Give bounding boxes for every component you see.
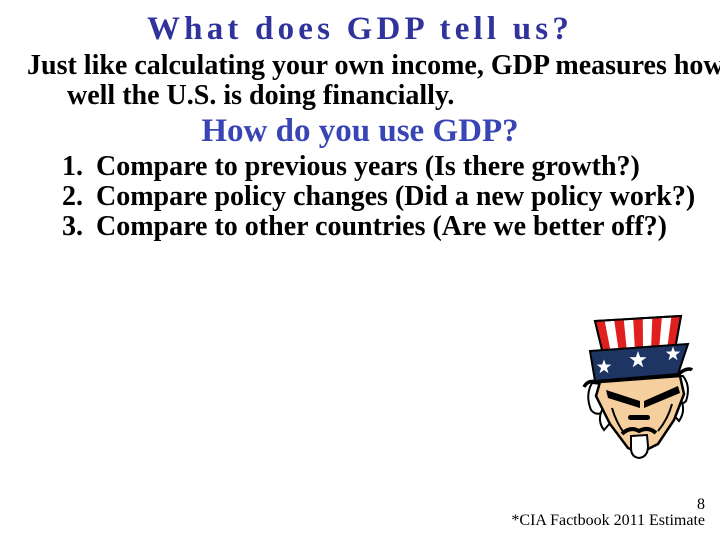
goatee bbox=[630, 433, 650, 460]
gdp-uses-list: 1. Compare to previous years (Is there g… bbox=[62, 152, 712, 242]
mouth-frown bbox=[620, 426, 658, 436]
face bbox=[594, 374, 686, 455]
list-item-text: Compare to previous years (Is there grow… bbox=[96, 151, 640, 182]
list-item: 3. Compare to other countries (Are we be… bbox=[62, 212, 712, 242]
list-item: 2. Compare policy changes (Did a new pol… bbox=[62, 182, 712, 212]
hat-stripes bbox=[595, 316, 681, 354]
nose bbox=[628, 415, 650, 420]
left-eyebrow bbox=[606, 390, 640, 408]
list-item-text: Compare policy changes (Did a new policy… bbox=[96, 181, 696, 212]
list-item-number: 2. bbox=[62, 181, 83, 212]
uncle-sam-image bbox=[582, 314, 694, 460]
list-item-number: 1. bbox=[62, 151, 83, 182]
page-number: 8 bbox=[697, 496, 705, 513]
list-item: 1. Compare to previous years (Is there g… bbox=[62, 152, 712, 182]
list-item-text: Compare to other countries (Are we bette… bbox=[96, 211, 667, 242]
right-eyebrow bbox=[644, 386, 680, 408]
list-item-number: 3. bbox=[62, 211, 83, 242]
body-paragraph: Just like calculating your own income, G… bbox=[27, 50, 720, 111]
slide-title: What does GDP tell us? bbox=[146, 11, 574, 47]
section-heading: How do you use GDP? bbox=[201, 113, 519, 149]
source-citation: *CIA Factbook 2011 Estimate bbox=[511, 512, 705, 529]
